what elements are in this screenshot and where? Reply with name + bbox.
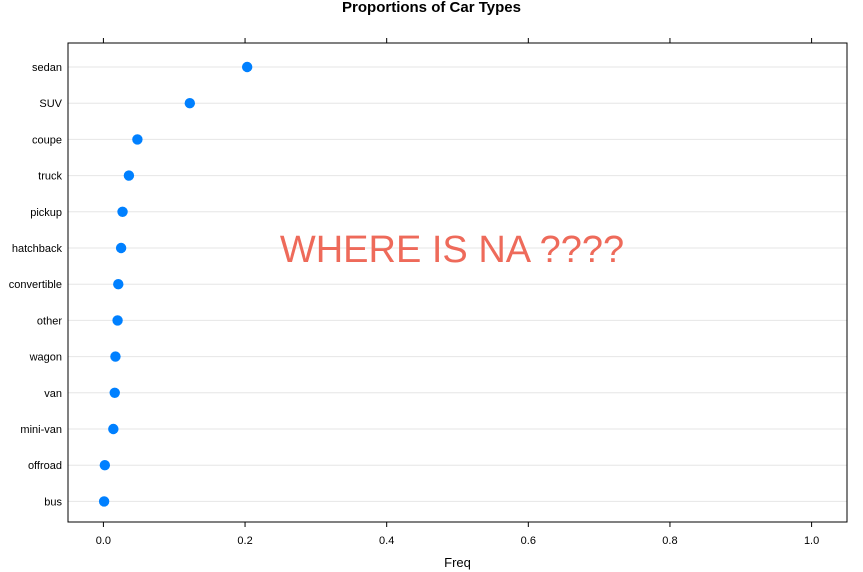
y-tick-label: van (44, 388, 62, 400)
x-axis-label: Freq (444, 555, 471, 570)
x-tick-label: 0.6 (521, 535, 536, 547)
x-tick-label: 0.8 (662, 535, 677, 547)
gridlines (68, 66, 847, 502)
x-tick-label: 0.4 (379, 535, 394, 547)
point-sedan (241, 61, 253, 73)
y-tick-label: truck (38, 171, 62, 183)
annotation-text: WHERE IS NA ???? (280, 229, 624, 271)
point-bus (98, 496, 110, 507)
y-tick-label: sedan (32, 62, 62, 74)
x-tick-label: 0.2 (237, 535, 252, 547)
point-coupe (132, 134, 143, 145)
point-mini-van (108, 423, 119, 435)
y-axis-labels: sedan SUV coupe truck pickup hatchback convert… (9, 62, 63, 508)
x-tick-label: 0.0 (96, 535, 111, 547)
point-suv (184, 98, 196, 109)
y-tick-label: mini-van (20, 424, 62, 436)
y-tick-label: convertible (9, 279, 62, 291)
y-tick-label: SUV (39, 98, 62, 110)
point-truck (123, 170, 135, 181)
y-tick-label: pickup (30, 207, 62, 219)
point-wagon (110, 351, 121, 362)
y-tick-label: coupe (32, 134, 62, 146)
point-pickup (117, 206, 128, 217)
x-axis-ticks: 0.0 0.2 0.4 0.6 0.8 1.0 (96, 38, 819, 547)
y-tick-label: offroad (28, 460, 62, 472)
y-tick-label: hatchback (12, 243, 63, 255)
x-tick-label: 1.0 (804, 535, 819, 547)
y-tick-label: wagon (29, 352, 62, 364)
plot-frame (67, 42, 848, 523)
point-van (109, 387, 120, 398)
data-points (98, 61, 253, 507)
point-other (112, 315, 123, 326)
point-convertible (113, 279, 124, 290)
point-offroad (99, 460, 111, 471)
chart-title: Proportions of Car Types (342, 0, 521, 16)
point-hatchback (115, 242, 127, 254)
y-tick-label: bus (44, 496, 62, 508)
y-tick-label: other (37, 315, 62, 327)
